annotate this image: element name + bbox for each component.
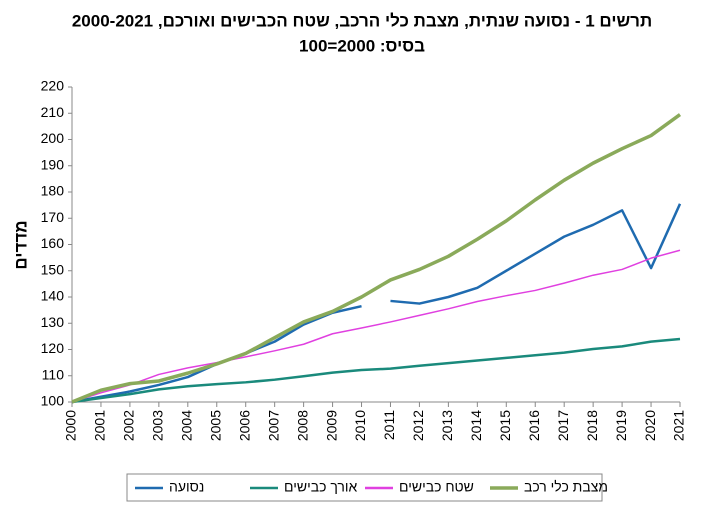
x-tick-label: 2003: [150, 410, 166, 441]
x-tick-label: 2011: [381, 410, 397, 440]
x-tick-label: 2004: [179, 410, 195, 441]
x-tick-label: 2005: [207, 410, 223, 441]
chart-subtitle: בסיס: 2000=100: [299, 36, 425, 55]
x-tick-label: 2019: [613, 410, 629, 441]
y-tick-label: 120: [41, 340, 65, 356]
x-tick-label: 2001: [92, 410, 108, 441]
legend-label: נסועה: [169, 479, 204, 495]
x-tick-label: 2007: [265, 410, 281, 441]
x-tick-label: 2013: [439, 410, 455, 441]
x-tick-label: 2012: [410, 410, 426, 441]
x-tick-label: 2017: [555, 410, 571, 441]
x-tick-label: 2002: [121, 410, 137, 441]
y-tick-label: 180: [41, 183, 65, 199]
y-tick-label: 220: [41, 78, 65, 94]
legend-label: מצבת כלי רכב: [524, 479, 608, 495]
y-tick-label: 140: [41, 288, 65, 304]
y-axis-label: מדדים: [11, 220, 30, 269]
y-tick-label: 150: [41, 261, 65, 277]
line-series: [71, 113, 682, 404]
x-tick-label: 2021: [671, 410, 687, 441]
y-tick-label: 110: [42, 366, 65, 382]
chart-title: תרשים 1 - נסועה שנתית, מצבת כלי הרכב, שט…: [72, 11, 652, 30]
legend-label: אורך כבישים: [284, 479, 357, 495]
x-tick-label: 2006: [236, 410, 252, 441]
x-tick-label: 2014: [468, 410, 484, 441]
x-tick-label: 2020: [642, 410, 658, 441]
legend-box: [126, 473, 603, 502]
line-series: [71, 337, 681, 404]
x-tick-label: 2016: [526, 410, 542, 441]
line-series: [71, 249, 681, 403]
y-tick-label: 170: [41, 209, 65, 225]
y-tick-label: 210: [41, 104, 65, 120]
y-tick-label: 190: [41, 156, 65, 172]
x-tick-label: 2000: [63, 410, 79, 441]
x-tick-label: 2018: [584, 410, 600, 441]
x-tick-label: 2015: [497, 410, 513, 441]
x-tick-label: 2008: [294, 410, 310, 441]
x-tick-label: 2010: [352, 410, 368, 441]
legend-label: שטח כבישים: [399, 479, 474, 495]
y-tick-label: 200: [41, 130, 65, 146]
y-tick-label: 100: [41, 393, 65, 409]
y-tick-label: 130: [41, 314, 65, 330]
y-tick-label: 160: [41, 235, 65, 251]
line-series: [71, 203, 682, 404]
x-tick-label: 2009: [323, 410, 339, 441]
